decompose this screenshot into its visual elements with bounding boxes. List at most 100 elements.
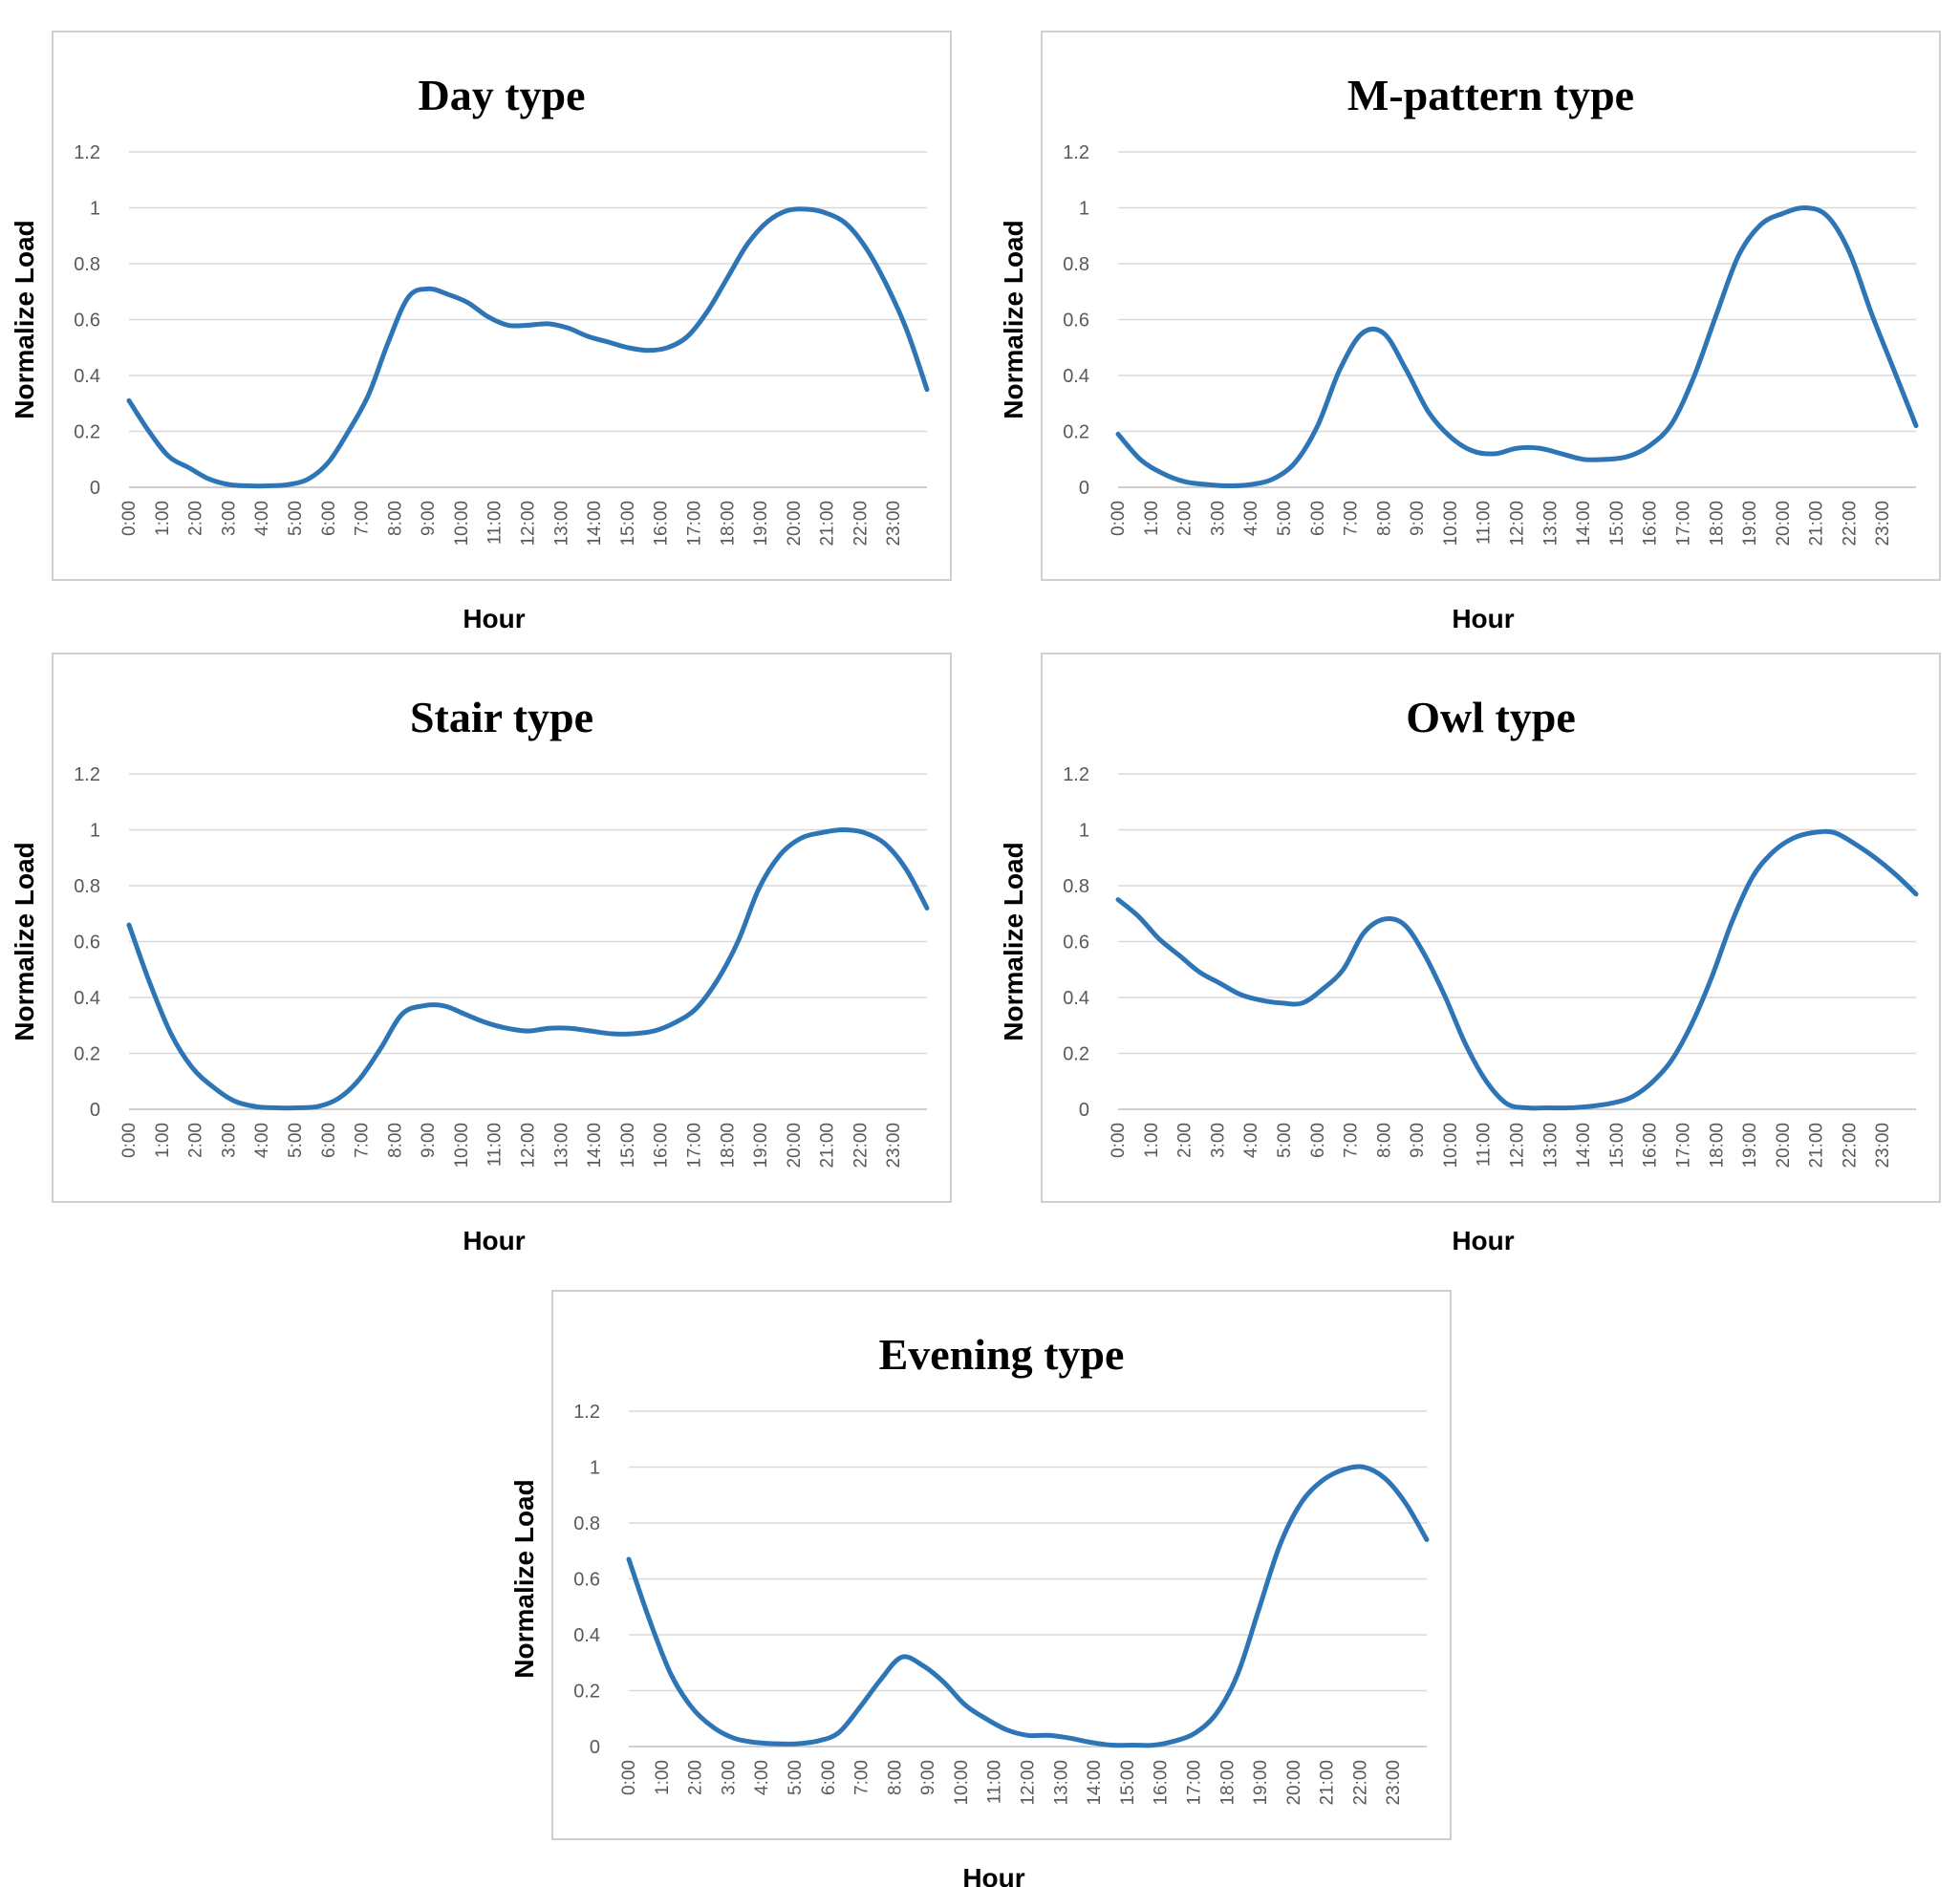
x-tick-label: 21:00 <box>1318 1760 1338 1806</box>
x-tick-label: 12:00 <box>1508 501 1528 547</box>
y-axis-title: Normalize Load <box>10 220 39 418</box>
panel-m-pattern-type: M-pattern type 0 0.2 0.4 0.6 0.8 1 1.2 0:00 1:00 2… <box>999 31 1941 633</box>
y-axis-title: Normalize Load <box>10 842 39 1040</box>
x-tick-label: 19:00 <box>1251 1760 1271 1806</box>
chart-title: Owl type <box>1406 693 1576 741</box>
panel-stair-type: Stair type 0 0.2 0.4 0.6 0.8 1 1.2 0:00 1:00 2:00 3… <box>10 653 952 1255</box>
y-axis-title: Normalize Load <box>999 220 1028 418</box>
x-tick-label: 22:00 <box>851 1123 871 1169</box>
x-tick-label: 3:00 <box>1208 1123 1228 1158</box>
chart-title: Day type <box>418 71 585 119</box>
x-tick-label: 11:00 <box>1475 1123 1495 1167</box>
x-tick-label: 18:00 <box>1707 1123 1727 1169</box>
x-axis-title: Hour <box>962 1863 1024 1887</box>
x-tick-label: 16:00 <box>652 501 672 547</box>
x-tick-label: 10:00 <box>1441 501 1461 547</box>
y-tick-label: 0.8 <box>1063 254 1089 275</box>
x-tick-label: 14:00 <box>585 1123 605 1169</box>
y-tick-label: 0.6 <box>1063 933 1089 954</box>
x-tick-label: 23:00 <box>1873 1123 1893 1169</box>
x-tick-label: 19:00 <box>751 501 771 547</box>
y-tick-label: 0.8 <box>74 876 100 897</box>
y-tick-label: 1.2 <box>1063 764 1089 785</box>
x-tick-label: 23:00 <box>1384 1760 1404 1806</box>
y-tick-label: 1.2 <box>1063 142 1089 163</box>
x-tick-label: 0:00 <box>1109 501 1129 536</box>
y-tick-label: 0.6 <box>1063 311 1089 332</box>
x-tick-label: 16:00 <box>1152 1760 1172 1806</box>
x-tick-label: 8:00 <box>385 501 405 536</box>
x-tick-label: 9:00 <box>1408 501 1428 536</box>
y-tick-label: 0 <box>1079 1100 1089 1121</box>
x-tick-label: 11:00 <box>1475 501 1495 545</box>
x-tick-label: 3:00 <box>719 1760 739 1795</box>
x-tick-label: 18:00 <box>718 1123 738 1169</box>
x-tick-label: 2:00 <box>1175 501 1195 536</box>
chart-frame <box>1041 653 1941 1203</box>
x-tick-label: 4:00 <box>752 1760 772 1795</box>
x-tick-label: 23:00 <box>884 501 904 547</box>
x-tick-label: 16:00 <box>652 1123 672 1169</box>
x-tick-label: 20:00 <box>1774 501 1794 547</box>
x-tick-label: 3:00 <box>219 501 239 536</box>
x-tick-label: 14:00 <box>585 501 605 547</box>
y-tick-label: 0.4 <box>1063 988 1089 1009</box>
x-tick-label: 4:00 <box>252 1123 272 1158</box>
x-tick-label: 13:00 <box>1540 501 1561 547</box>
x-tick-label: 16:00 <box>1641 1123 1661 1169</box>
x-tick-label: 17:00 <box>1184 1760 1204 1806</box>
x-tick-label: 18:00 <box>1217 1760 1238 1806</box>
x-tick-label: 14:00 <box>1085 1760 1105 1806</box>
x-tick-label: 13:00 <box>1540 1123 1561 1169</box>
y-tick-label: 0 <box>90 1100 100 1121</box>
x-tick-label: 11:00 <box>485 501 506 545</box>
x-tick-label: 9:00 <box>1408 1123 1428 1158</box>
y-tick-label: 0.6 <box>573 1570 600 1591</box>
y-tick-label: 1 <box>90 199 100 220</box>
x-tick-label: 13:00 <box>1051 1760 1071 1806</box>
y-tick-label: 1 <box>1079 199 1089 220</box>
x-tick-label: 8:00 <box>1374 1123 1394 1158</box>
x-tick-label: 3:00 <box>1208 501 1228 536</box>
x-tick-label: 14:00 <box>1574 501 1594 547</box>
x-tick-label: 2:00 <box>186 1123 206 1158</box>
x-tick-label: 22:00 <box>1840 1123 1860 1169</box>
x-tick-label: 6:00 <box>319 501 339 536</box>
x-axis-title: Hour <box>463 604 525 633</box>
y-tick-label: 0 <box>90 478 100 499</box>
x-tick-label: 22:00 <box>1840 501 1860 547</box>
x-tick-label: 14:00 <box>1574 1123 1594 1169</box>
y-tick-label: 1.2 <box>74 764 100 785</box>
x-tick-label: 2:00 <box>686 1760 706 1795</box>
chart-frame <box>52 653 952 1203</box>
y-tick-label: 0.2 <box>74 422 100 443</box>
y-tick-label: 0.2 <box>74 1044 100 1065</box>
x-tick-label: 1:00 <box>653 1760 673 1795</box>
x-tick-label: 20:00 <box>785 501 805 547</box>
y-tick-label: 0.8 <box>1063 876 1089 897</box>
chart-title: Evening type <box>879 1330 1125 1379</box>
y-tick-label: 0 <box>1079 478 1089 499</box>
x-tick-label: 9:00 <box>419 501 439 536</box>
x-tick-label: 7:00 <box>1342 1123 1362 1158</box>
x-tick-label: 19:00 <box>1740 1123 1760 1169</box>
x-tick-label: 6:00 <box>1308 1123 1328 1158</box>
x-tick-label: 21:00 <box>818 1123 838 1169</box>
y-tick-label: 0.6 <box>74 933 100 954</box>
y-tick-label: 0.2 <box>1063 1044 1089 1065</box>
x-tick-label: 8:00 <box>1374 501 1394 536</box>
x-tick-label: 12:00 <box>1019 1760 1039 1806</box>
x-tick-label: 20:00 <box>1284 1760 1304 1806</box>
series-line <box>626 1464 1430 1748</box>
x-tick-label: 15:00 <box>618 501 638 547</box>
x-tick-label: 1:00 <box>153 1123 173 1158</box>
x-axis-title: Hour <box>463 1226 525 1255</box>
x-tick-label: 7:00 <box>852 1760 872 1795</box>
x-tick-label: 5:00 <box>1275 1123 1295 1158</box>
x-tick-label: 12:00 <box>519 501 539 547</box>
x-tick-label: 15:00 <box>1118 1760 1138 1806</box>
x-tick-label: 15:00 <box>1607 501 1627 547</box>
x-tick-label: 6:00 <box>819 1760 839 1795</box>
x-tick-label: 10:00 <box>452 501 472 547</box>
x-tick-label: 22:00 <box>1350 1760 1370 1806</box>
